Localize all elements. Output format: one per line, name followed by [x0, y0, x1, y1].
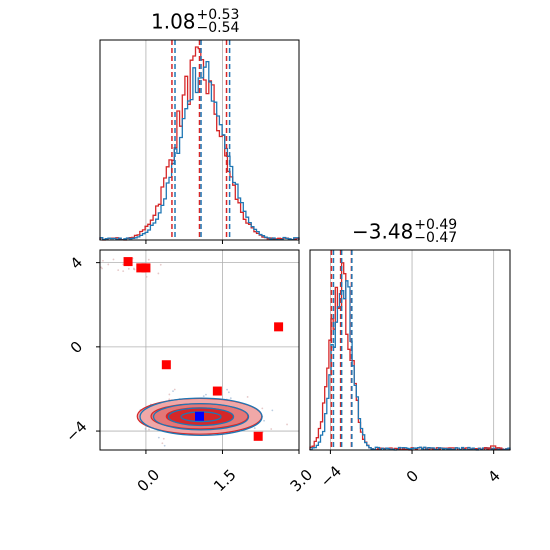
scatter-tick-label-y: −4 — [62, 417, 90, 445]
hist1-frame — [99, 39, 300, 241]
scatter-sample — [172, 390, 174, 393]
hist2-title: −3.48 +0.49 −0.47 — [352, 218, 457, 245]
scatter-sample — [101, 267, 103, 270]
scatter-tick-label-x: 1.5 — [210, 466, 240, 496]
scatter-sample — [144, 428, 147, 430]
scatter-sample — [271, 409, 274, 412]
hist1-grid — [145, 40, 300, 244]
hist2-grid — [330, 250, 495, 450]
hist1-title-lower: −0.54 — [196, 19, 240, 36]
scatter-sample — [122, 270, 125, 272]
hist2-title-value: −3.48 — [352, 219, 414, 244]
scatter-markers — [123, 257, 284, 441]
scatter-sample — [205, 393, 207, 396]
scatter-sample — [159, 263, 162, 266]
hist2-title-upper: +0.49 — [414, 216, 458, 233]
hist1-title: 1.08 +0.53 −0.54 — [151, 8, 239, 35]
scatter-contour-blue — [139, 397, 263, 436]
scatter-sample — [163, 444, 166, 447]
scatter-sample — [173, 388, 176, 391]
scatter-sample — [286, 423, 288, 426]
scatter-sample — [263, 419, 265, 422]
scatter-sample — [133, 268, 136, 271]
scatter-sample — [107, 263, 110, 266]
scatter-tick-label-y: 0 — [67, 338, 86, 357]
scatter-sample — [162, 437, 165, 440]
hist1-series-blue — [99, 60, 300, 241]
hist2-tick-label: 0 — [403, 467, 422, 486]
scatter-sample — [145, 275, 148, 278]
hist2-red-tail — [483, 445, 503, 450]
scatter-marker-red — [253, 431, 263, 441]
scatter-sample — [202, 395, 205, 398]
scatter-marker-red — [161, 360, 171, 370]
scatter-sample — [147, 258, 150, 261]
hist1-quantile-lines — [171, 40, 231, 240]
scatter-contour-blue — [152, 402, 250, 431]
hist2-panel: −4 0 4 — [309, 249, 511, 491]
scatter-sample — [87, 259, 89, 261]
scatter-marker-red — [274, 322, 284, 332]
hist1-title-value: 1.08 — [151, 9, 196, 34]
scatter-sample — [229, 397, 232, 400]
scatter-sample — [112, 258, 115, 261]
scatter-sample — [161, 442, 164, 445]
scatter-marker-blue — [195, 411, 204, 421]
scatter-sample — [168, 398, 171, 401]
scatter-tick-label-y: 4 — [67, 253, 86, 272]
hist1-panel — [99, 39, 300, 244]
scatter-sample — [148, 428, 150, 431]
scatter-tick-label-x: 3.0 — [287, 466, 317, 496]
scatter-contour-blue — [167, 407, 235, 427]
scatter-sample — [227, 391, 230, 394]
scatter-marker-red — [123, 257, 133, 267]
hist2-quantile-lines — [330, 250, 503, 450]
hist2-frame — [309, 249, 511, 451]
scatter-marker-red — [141, 263, 151, 273]
scatter-sample — [253, 427, 256, 430]
scatter-marker-red — [136, 263, 146, 273]
hist2-ticks: −4 0 4 — [317, 450, 504, 491]
hist1-title-upper: +0.53 — [196, 6, 240, 23]
hist2-tick-label: −4 — [317, 462, 345, 490]
scatter-sample — [261, 407, 264, 410]
scatter-sample — [270, 428, 273, 430]
scatter-sample — [168, 393, 171, 396]
scatter-tick-label-x: 0.0 — [134, 466, 164, 496]
scatter-sample — [102, 259, 104, 262]
scatter-sample — [157, 272, 160, 275]
hist2-tick-label: 4 — [484, 467, 503, 486]
scatter-sample — [157, 436, 160, 439]
scatter-sample — [246, 396, 249, 398]
scatter-sample — [226, 388, 228, 391]
hist2-title-lower: −0.47 — [414, 229, 458, 246]
scatter-sample — [127, 267, 130, 270]
scatter-panel: 0.0 1.5 3.0 −4 0 4 — [62, 249, 317, 496]
scatter-frame — [99, 249, 300, 451]
scatter-sample — [117, 269, 120, 272]
scatter-marker-red — [212, 386, 222, 396]
